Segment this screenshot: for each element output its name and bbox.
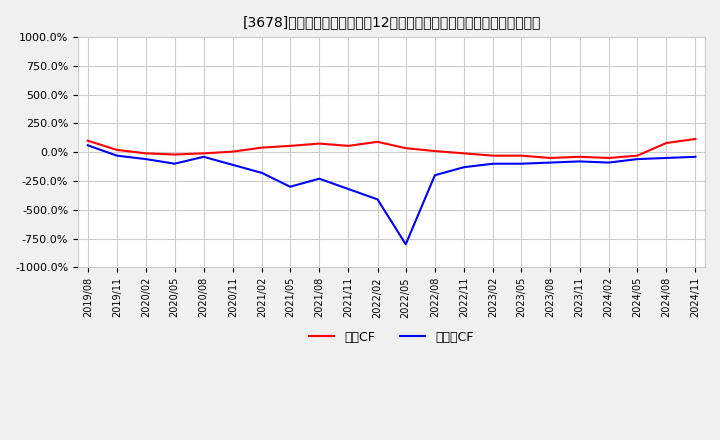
Line: 営業CF: 営業CF: [88, 139, 696, 158]
Title: [3678]　キャッシュフローの12か月移動合計の対前年同期増減率の推移: [3678] キャッシュフローの12か月移動合計の対前年同期増減率の推移: [243, 15, 541, 29]
Line: フリーCF: フリーCF: [88, 145, 696, 244]
Legend: 営業CF, フリーCF: 営業CF, フリーCF: [305, 326, 479, 348]
